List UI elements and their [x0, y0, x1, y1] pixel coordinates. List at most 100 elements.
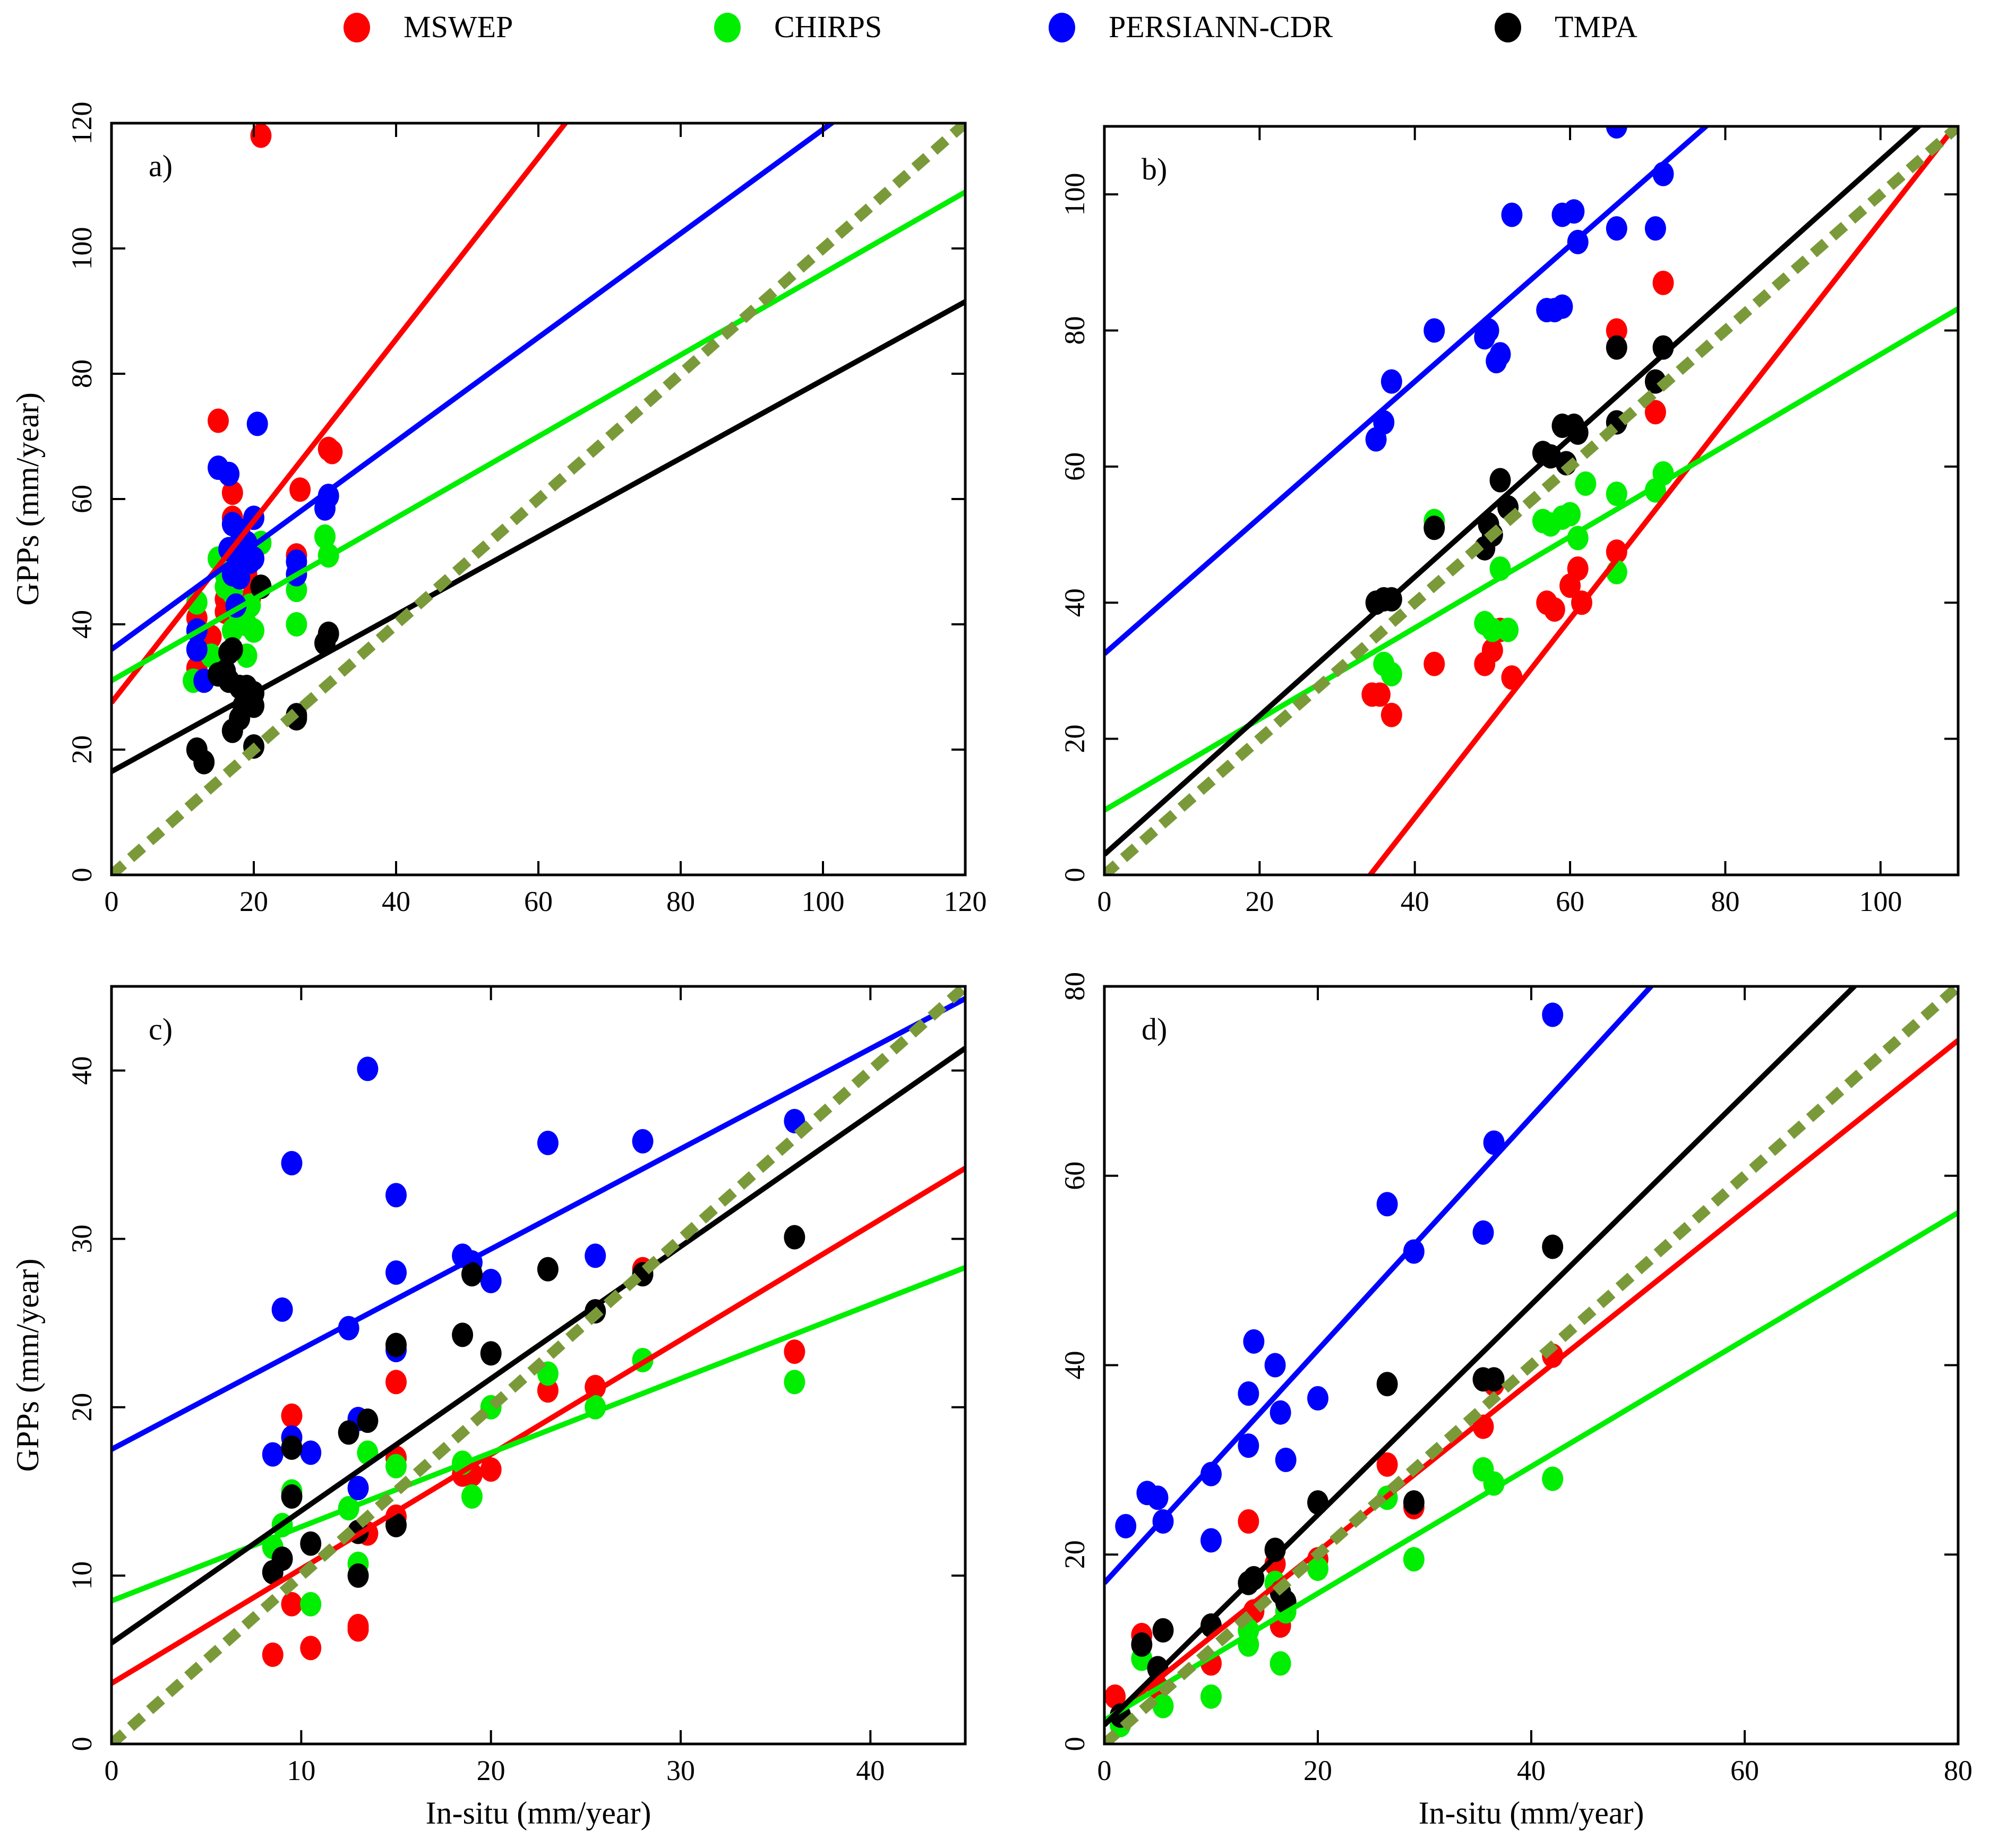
point-mswep — [1104, 1684, 1126, 1709]
x-tick-label: 20 — [1245, 886, 1274, 917]
point-persiann-cdr — [1238, 1381, 1259, 1406]
point-persiann-cdr — [632, 1129, 654, 1154]
point-persiann-cdr — [229, 565, 251, 590]
point-tmpa — [300, 1531, 322, 1556]
y-tick-label: 10 — [66, 1561, 98, 1590]
point-persiann-cdr — [1380, 369, 1402, 394]
point-persiann-cdr — [300, 1440, 322, 1465]
point-persiann-cdr — [1644, 216, 1666, 241]
point-tmpa — [480, 1341, 502, 1366]
point-mswep — [537, 1378, 559, 1403]
point-chirps — [784, 1370, 805, 1395]
x-tick-label: 80 — [1711, 886, 1739, 917]
point-mswep — [208, 408, 229, 433]
point-persiann-cdr — [1264, 1353, 1286, 1378]
point-mswep — [321, 440, 343, 465]
x-tick-label: 80 — [1944, 1755, 1972, 1786]
y-tick-label: 60 — [66, 485, 98, 513]
legend-marker-mswep — [344, 13, 370, 42]
point-tmpa — [461, 1262, 483, 1287]
fit-line-tmpa — [111, 1046, 965, 1645]
point-tmpa — [1131, 1632, 1153, 1657]
panel-label: b) — [1142, 152, 1167, 186]
x-tick-label: 10 — [287, 1755, 315, 1786]
point-tmpa — [1483, 1367, 1505, 1392]
fit-line-mswep — [1367, 126, 1958, 875]
plot-frame — [1103, 125, 1960, 876]
point-persiann-cdr — [262, 1442, 284, 1467]
fit-line-mswep — [111, 1166, 965, 1686]
point-chirps — [1270, 1651, 1291, 1676]
point-tmpa — [1152, 1618, 1174, 1643]
x-tick-label: 20 — [239, 886, 268, 917]
point-persiann-cdr — [1376, 1192, 1398, 1217]
point-mswep — [1567, 556, 1589, 581]
legend-label-persiann-cdr: PERSIANN-CDR — [1109, 10, 1333, 44]
y-tick-label: 0 — [66, 868, 98, 882]
point-tmpa — [221, 637, 243, 662]
point-mswep — [250, 123, 272, 148]
legend-marker-chirps — [714, 13, 741, 42]
fit-line-mswep — [1104, 1038, 1958, 1724]
point-tmpa — [243, 693, 264, 718]
point-mswep — [1606, 539, 1627, 564]
point-mswep — [289, 477, 311, 502]
y-tick-label: 80 — [66, 359, 98, 388]
point-tmpa — [229, 675, 251, 699]
x-tick-label: 40 — [382, 886, 410, 917]
panel-label: c) — [149, 1012, 173, 1046]
y-tick-label: 60 — [1059, 1162, 1091, 1190]
point-persiann-cdr — [385, 1260, 407, 1285]
point-mswep — [300, 1636, 322, 1661]
x-tick-label: 40 — [856, 1755, 885, 1786]
point-tmpa — [1652, 335, 1674, 360]
point-persiann-cdr — [1115, 1514, 1137, 1538]
y-axis-title: GPPs (mm/year) — [10, 392, 45, 606]
point-tmpa — [357, 1408, 379, 1433]
x-tick-label: 120 — [944, 886, 987, 917]
point-persiann-cdr — [1606, 216, 1627, 241]
y-tick-label: 20 — [1059, 725, 1091, 753]
fit-line-persiann-cdr — [111, 996, 965, 1452]
point-mswep — [347, 1617, 369, 1642]
point-mswep — [480, 1457, 502, 1482]
point-persiann-cdr — [1489, 342, 1511, 367]
point-persiann-cdr — [1472, 1220, 1494, 1245]
fit-line-chirps — [1104, 306, 1958, 813]
point-chirps — [385, 1454, 407, 1479]
x-axis-title: In-situ (mm/year) — [426, 1795, 651, 1830]
x-axis-title: In-situ (mm/year) — [1419, 1795, 1644, 1830]
x-tick-label: 60 — [1730, 1755, 1759, 1786]
y-tick-label: 40 — [66, 1056, 98, 1085]
point-chirps — [1380, 661, 1402, 686]
point-mswep — [1380, 702, 1402, 727]
point-mswep — [221, 480, 243, 505]
y-tick-label: 40 — [1059, 588, 1091, 617]
y-tick-label: 100 — [1059, 173, 1091, 216]
panel-b: 0 20 40 60 80 100 0 20 40 60 80 100 b) — [1059, 125, 1960, 917]
y-axis-title: GPPs (mm/year) — [10, 1259, 45, 1472]
point-persiann-cdr — [1551, 294, 1573, 319]
point-tmpa — [385, 1512, 407, 1537]
y-tick-label: 80 — [1059, 972, 1091, 1001]
one-to-one-line — [111, 123, 965, 875]
point-persiann-cdr — [1423, 318, 1445, 343]
point-tmpa — [385, 1333, 407, 1357]
fit-line-chirps — [1104, 1210, 1958, 1723]
fit-line-tmpa — [111, 299, 965, 774]
x-tick-label: 0 — [105, 1755, 119, 1786]
point-mswep — [281, 1592, 303, 1617]
point-chirps — [461, 1484, 483, 1509]
fit-line-tmpa — [1104, 986, 1858, 1727]
point-chirps — [1497, 617, 1519, 642]
point-persiann-cdr — [585, 1243, 606, 1268]
x-tick-label: 60 — [524, 886, 553, 917]
x-tick-label: 40 — [1517, 1755, 1546, 1786]
fit-line-chirps — [111, 190, 965, 683]
fit-line-persiann-cdr — [111, 123, 836, 652]
point-persiann-cdr — [1563, 199, 1585, 224]
point-tmpa — [281, 1435, 303, 1460]
y-tick-label: 0 — [1059, 868, 1091, 882]
point-tmpa — [1403, 1490, 1425, 1515]
